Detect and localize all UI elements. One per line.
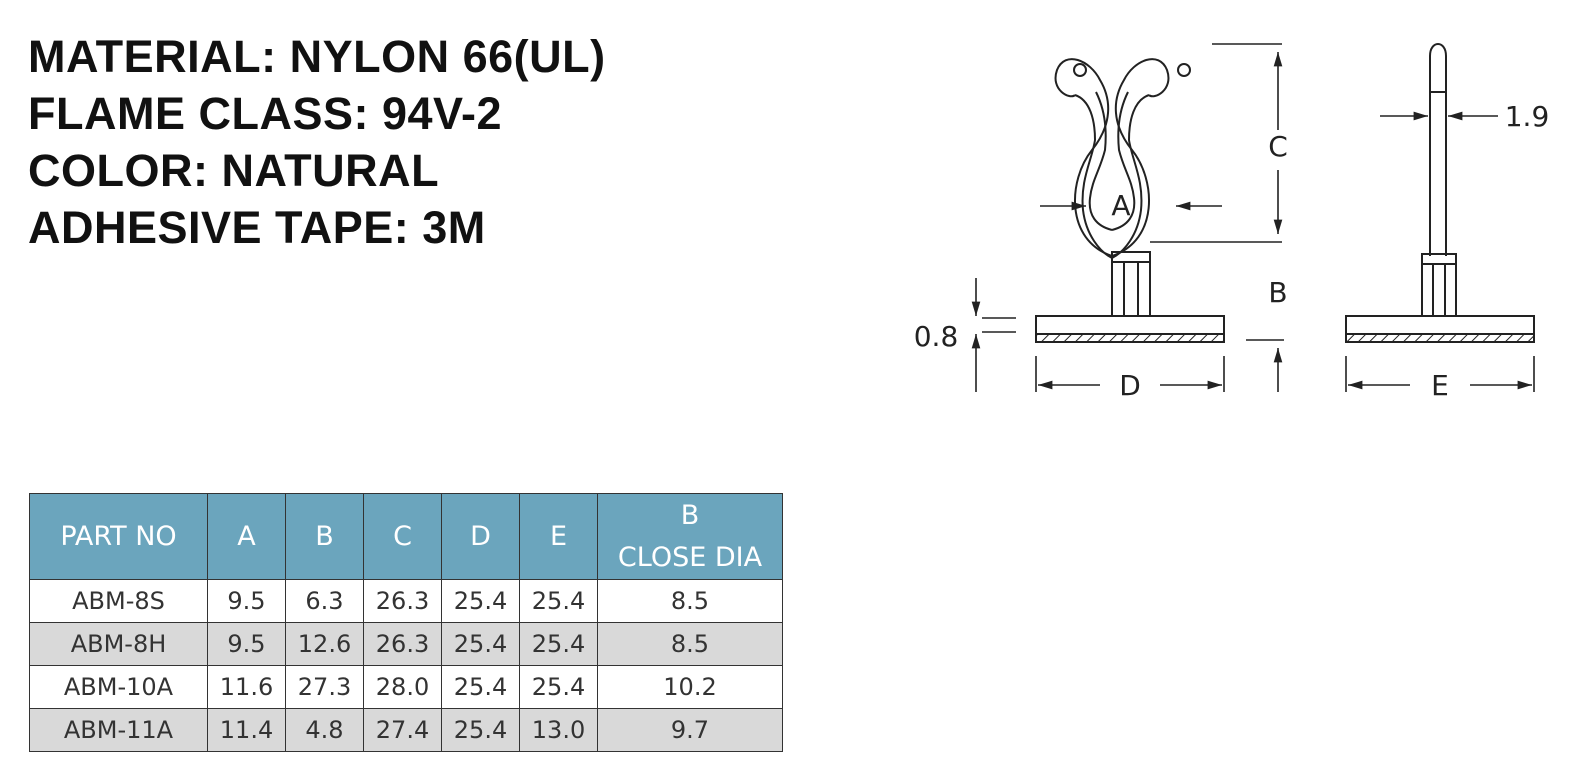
cell-close-dia: 10.2 [597, 665, 783, 709]
header-part-no: PART NO [29, 493, 208, 580]
cell-c: 26.3 [363, 622, 442, 666]
table-row: ABM-11A 11.4 4.8 27.4 25.4 13.0 9.7 [29, 708, 783, 752]
label-c: C [1268, 130, 1288, 163]
label-d: D [1119, 369, 1141, 402]
cell-part-no: ABM-10A [29, 665, 208, 709]
cell-d: 25.4 [441, 622, 520, 666]
dimension-lines [971, 43, 1535, 392]
table-row: ABM-8S 9.5 6.3 26.3 25.4 25.4 8.5 [29, 579, 783, 623]
cell-d: 25.4 [441, 708, 520, 752]
parts-table: PART NO A B C D E B CLOSE DIA ABM-8S 9.5… [29, 493, 783, 752]
cell-close-dia: 9.7 [597, 708, 783, 752]
base-plate [1035, 315, 1225, 335]
cell-part-no: ABM-8S [29, 579, 208, 623]
cell-close-dia: 8.5 [597, 622, 783, 666]
left-eyelet [1073, 63, 1087, 77]
table-row: ABM-10A 11.6 27.3 28.0 25.4 25.4 10.2 [29, 665, 783, 709]
spec-color: COLOR: NATURAL [28, 145, 440, 196]
spec-adhesive-tape: ADHESIVE TAPE: 3M [28, 202, 486, 253]
cell-d: 25.4 [441, 579, 520, 623]
cell-e: 13.0 [519, 708, 598, 752]
spec-flame-class: FLAME CLASS: 94V-2 [28, 88, 503, 139]
header-d: D [441, 493, 520, 580]
table-row: ABM-8H 9.5 12.6 26.3 25.4 25.4 8.5 [29, 622, 783, 666]
label-e: E [1431, 369, 1449, 402]
cell-b: 27.3 [285, 665, 364, 709]
header-b: B [285, 493, 364, 580]
right-eyelet [1177, 63, 1191, 77]
clip-outer-outline [1054, 58, 1170, 257]
cell-part-no: ABM-8H [29, 622, 208, 666]
cell-d: 25.4 [441, 665, 520, 709]
cell-a: 9.5 [207, 579, 286, 623]
cell-c: 28.0 [363, 665, 442, 709]
spec-material: MATERIAL: NYLON 66(UL) [28, 31, 606, 82]
cell-c: 26.3 [363, 579, 442, 623]
cell-a: 11.6 [207, 665, 286, 709]
side-stem-top [1429, 43, 1447, 256]
table-header-row: PART NO A B C D E B CLOSE DIA [29, 493, 783, 580]
cell-e: 25.4 [519, 579, 598, 623]
label-a: A [1111, 189, 1130, 222]
cell-b: 4.8 [285, 708, 364, 752]
technical-drawing: A C B D E 0.8 1.9 [914, 43, 1550, 402]
cell-a: 9.5 [207, 622, 286, 666]
header-close-dia-line2: CLOSE DIA [617, 541, 763, 573]
cell-b: 6.3 [285, 579, 364, 623]
adhesive-layer [1035, 333, 1225, 343]
cell-part-no: ABM-11A [29, 708, 208, 752]
header-e: E [519, 493, 598, 580]
label-side-width: 1.9 [1505, 100, 1550, 133]
cell-a: 11.4 [207, 708, 286, 752]
cell-e: 25.4 [519, 665, 598, 709]
front-view [1035, 58, 1225, 343]
label-b: B [1268, 276, 1287, 309]
label-thickness: 0.8 [914, 320, 959, 353]
cell-c: 27.4 [363, 708, 442, 752]
cell-e: 25.4 [519, 622, 598, 666]
side-base-plate [1345, 315, 1535, 335]
header-a: A [207, 493, 286, 580]
clip-inner-loop [1088, 91, 1136, 231]
cell-b: 12.6 [285, 622, 364, 666]
clip-outer-loop [1074, 94, 1150, 260]
header-close-dia: B CLOSE DIA [597, 493, 783, 580]
side-view [1345, 43, 1535, 343]
side-adhesive-layer [1345, 333, 1535, 343]
cell-close-dia: 8.5 [597, 579, 783, 623]
spec-list: MATERIAL: NYLON 66(UL) FLAME CLASS: 94V-… [28, 28, 606, 256]
header-c: C [363, 493, 442, 580]
header-close-dia-line1: B [680, 499, 700, 531]
